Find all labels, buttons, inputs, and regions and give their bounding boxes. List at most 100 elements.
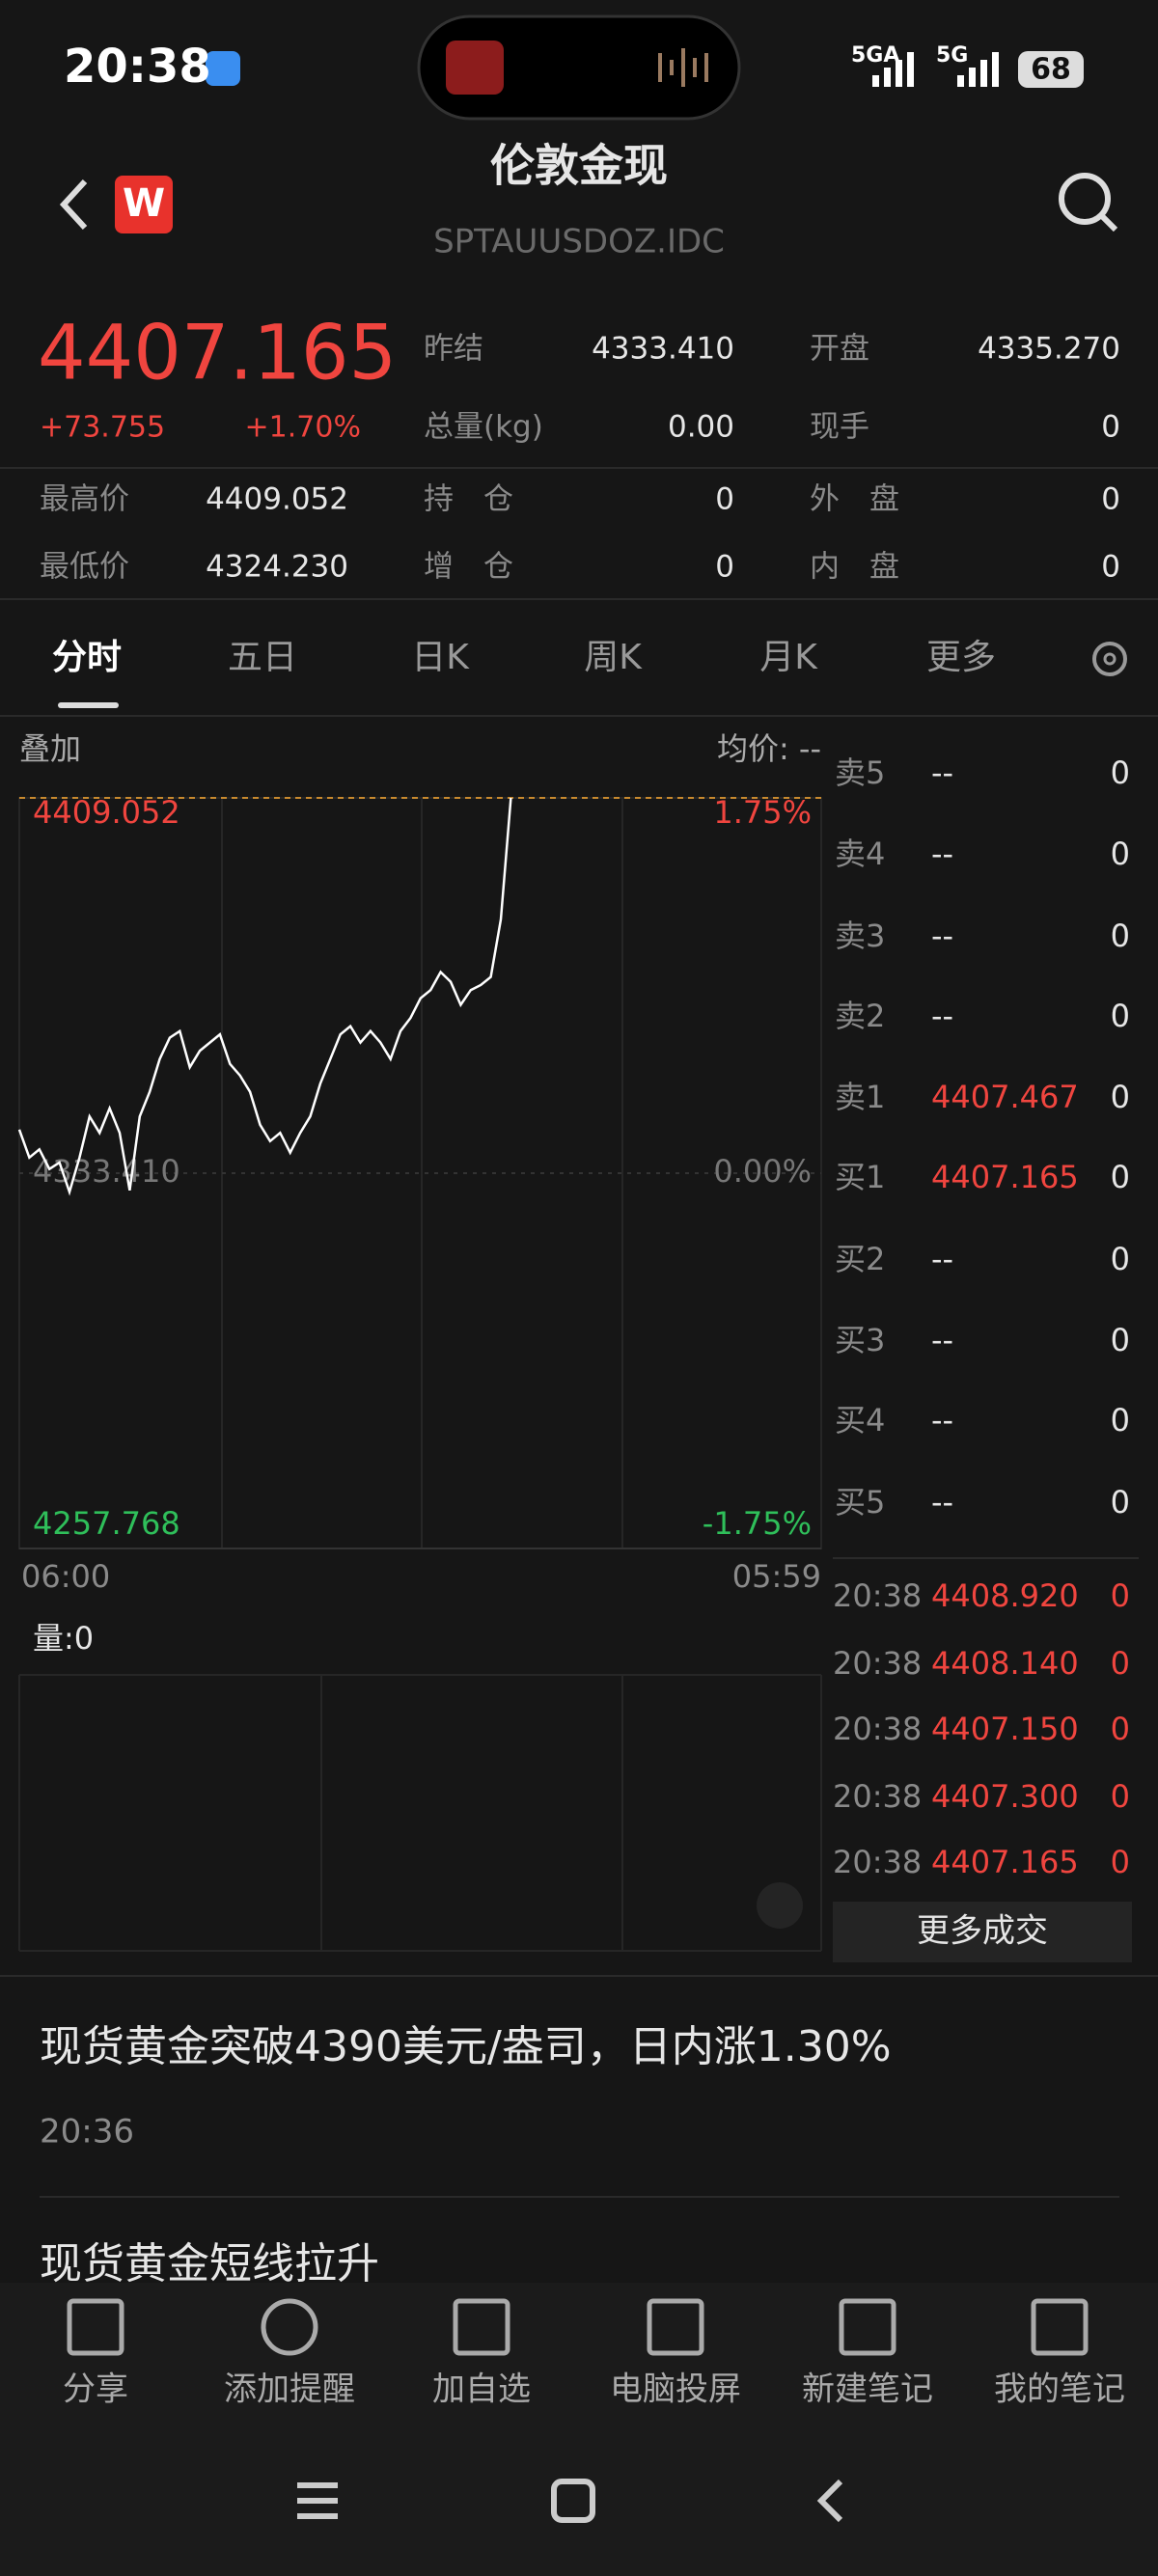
volume-label: 量:0: [33, 1620, 94, 1657]
book-side: 买2: [835, 1241, 885, 1277]
stat-value: 0: [1101, 550, 1120, 585]
book-price: --: [931, 754, 953, 791]
book-volume: 0: [1111, 1241, 1130, 1277]
book-price: --: [931, 1402, 953, 1439]
toolbar-button[interactable]: 新建笔记: [802, 2370, 933, 2409]
network-label: 5GA: [851, 43, 899, 68]
y-tick-label: 4333.410: [33, 1153, 180, 1190]
stat-label: 增 仓: [424, 550, 513, 585]
toolbar-button[interactable]: 添加提醒: [224, 2370, 355, 2409]
stat-value: 4333.410: [592, 332, 734, 367]
price-change: +73.755: [40, 411, 165, 445]
search-button[interactable]: [1059, 173, 1111, 225]
x-tick-label: 05:59: [732, 1558, 821, 1595]
book-price: --: [931, 1484, 953, 1521]
stat-label: 昨结: [424, 332, 483, 367]
toolbar-icons: [67, 2298, 1089, 2356]
overlay-button[interactable]: 叠加: [19, 730, 81, 767]
book-price: 4407.467: [931, 1079, 1079, 1115]
app-icon: [206, 51, 240, 86]
stat-label: 现手: [810, 410, 869, 445]
toolbar-icon: [647, 2298, 704, 2356]
search-handle: [1098, 212, 1118, 233]
y2-tick-label: -1.75%: [703, 1505, 812, 1542]
settings-button[interactable]: [1092, 642, 1127, 676]
news-time: 20:36: [40, 2113, 134, 2151]
book-side: 买5: [835, 1484, 885, 1521]
book-volume: 0: [1111, 836, 1130, 872]
trade-price: 4408.140: [931, 1645, 1079, 1682]
tab[interactable]: 月K: [759, 638, 818, 677]
trade-volume: 0: [1111, 1645, 1130, 1682]
toolbar-icon: [1031, 2298, 1089, 2356]
toolbar-icon: [261, 2298, 318, 2356]
trade-price: 4407.300: [931, 1778, 1079, 1815]
trade-price: 4407.150: [931, 1711, 1079, 1747]
expand-button[interactable]: [757, 1882, 803, 1929]
book-price: --: [931, 1241, 953, 1277]
media-thumb: [446, 41, 504, 95]
stat-label: 最高价: [40, 482, 129, 517]
book-volume: 0: [1111, 1322, 1130, 1358]
book-side: 买3: [835, 1322, 885, 1358]
book-side: 卖5: [835, 754, 885, 791]
news-headline[interactable]: 现货黄金短线拉升: [40, 2239, 379, 2288]
page-title: 伦敦金现: [490, 140, 668, 192]
tab[interactable]: 更多: [926, 638, 996, 677]
stat-value: 0: [715, 482, 734, 517]
trade-volume: 0: [1111, 1711, 1130, 1747]
more-trades-label: 更多成交: [917, 1912, 1048, 1951]
trade-time: 20:38: [833, 1844, 922, 1880]
avg-price: 均价: --: [717, 730, 821, 767]
toolbar-icon: [839, 2298, 896, 2356]
news-headline[interactable]: 现货黄金突破4390美元/盎司，日内涨1.30%: [40, 2022, 892, 2071]
book-side: 卖4: [835, 836, 885, 872]
back-button[interactable]: [59, 178, 88, 231]
book-volume: 0: [1111, 1079, 1130, 1115]
last-price: 4407.165: [38, 310, 397, 397]
audio-wave: [658, 48, 708, 87]
y2-tick-label: 1.75%: [713, 794, 812, 831]
stat-label: 内 盘: [810, 550, 899, 585]
y2-tick-label: 0.00%: [713, 1153, 812, 1190]
tab[interactable]: 五日: [228, 638, 297, 677]
toolbar-button[interactable]: 我的笔记: [994, 2370, 1125, 2409]
tab[interactable]: 分时: [52, 638, 122, 677]
settings-dot: [1103, 652, 1117, 666]
book-volume: 0: [1111, 918, 1130, 954]
toolbar-icon: [67, 2298, 124, 2356]
trade-time: 20:38: [833, 1778, 922, 1815]
book-price: 4407.165: [931, 1159, 1079, 1195]
stat-label: 外 盘: [810, 482, 899, 517]
signal-icons: [872, 51, 1084, 88]
stat-label: 开盘: [810, 332, 869, 367]
book-volume: 0: [1111, 1484, 1130, 1521]
toolbar-button[interactable]: 分享: [63, 2370, 128, 2409]
stat-label: 最低价: [40, 550, 129, 585]
book-side: 卖1: [835, 1079, 885, 1115]
y-tick-label: 4257.768: [33, 1505, 180, 1542]
battery-level: 68: [1031, 53, 1071, 87]
book-price: --: [931, 998, 953, 1034]
tab[interactable]: 日K: [411, 638, 470, 677]
book-volume: 0: [1111, 998, 1130, 1034]
stat-value: 0: [715, 550, 734, 585]
book-price: --: [931, 918, 953, 954]
trade-volume: 0: [1111, 1778, 1130, 1815]
trade-time: 20:38: [833, 1711, 922, 1747]
stat-value: 4324.230: [206, 550, 348, 585]
book-volume: 0: [1111, 754, 1130, 791]
book-price: --: [931, 1322, 953, 1358]
stat-value: 4335.270: [978, 332, 1120, 367]
trade-time: 20:38: [833, 1577, 922, 1614]
more-trades-button[interactable]: [833, 1902, 1132, 1962]
stat-value: 0.00: [668, 410, 734, 445]
logo-text: W: [123, 181, 165, 226]
book-volume: 0: [1111, 1159, 1130, 1195]
price-change-pct: +1.70%: [245, 411, 361, 445]
tab[interactable]: 周K: [584, 638, 643, 677]
toolbar-button[interactable]: 加自选: [432, 2370, 531, 2409]
trade-volume: 0: [1111, 1844, 1130, 1880]
toolbar-button[interactable]: 电脑投屏: [610, 2370, 741, 2409]
